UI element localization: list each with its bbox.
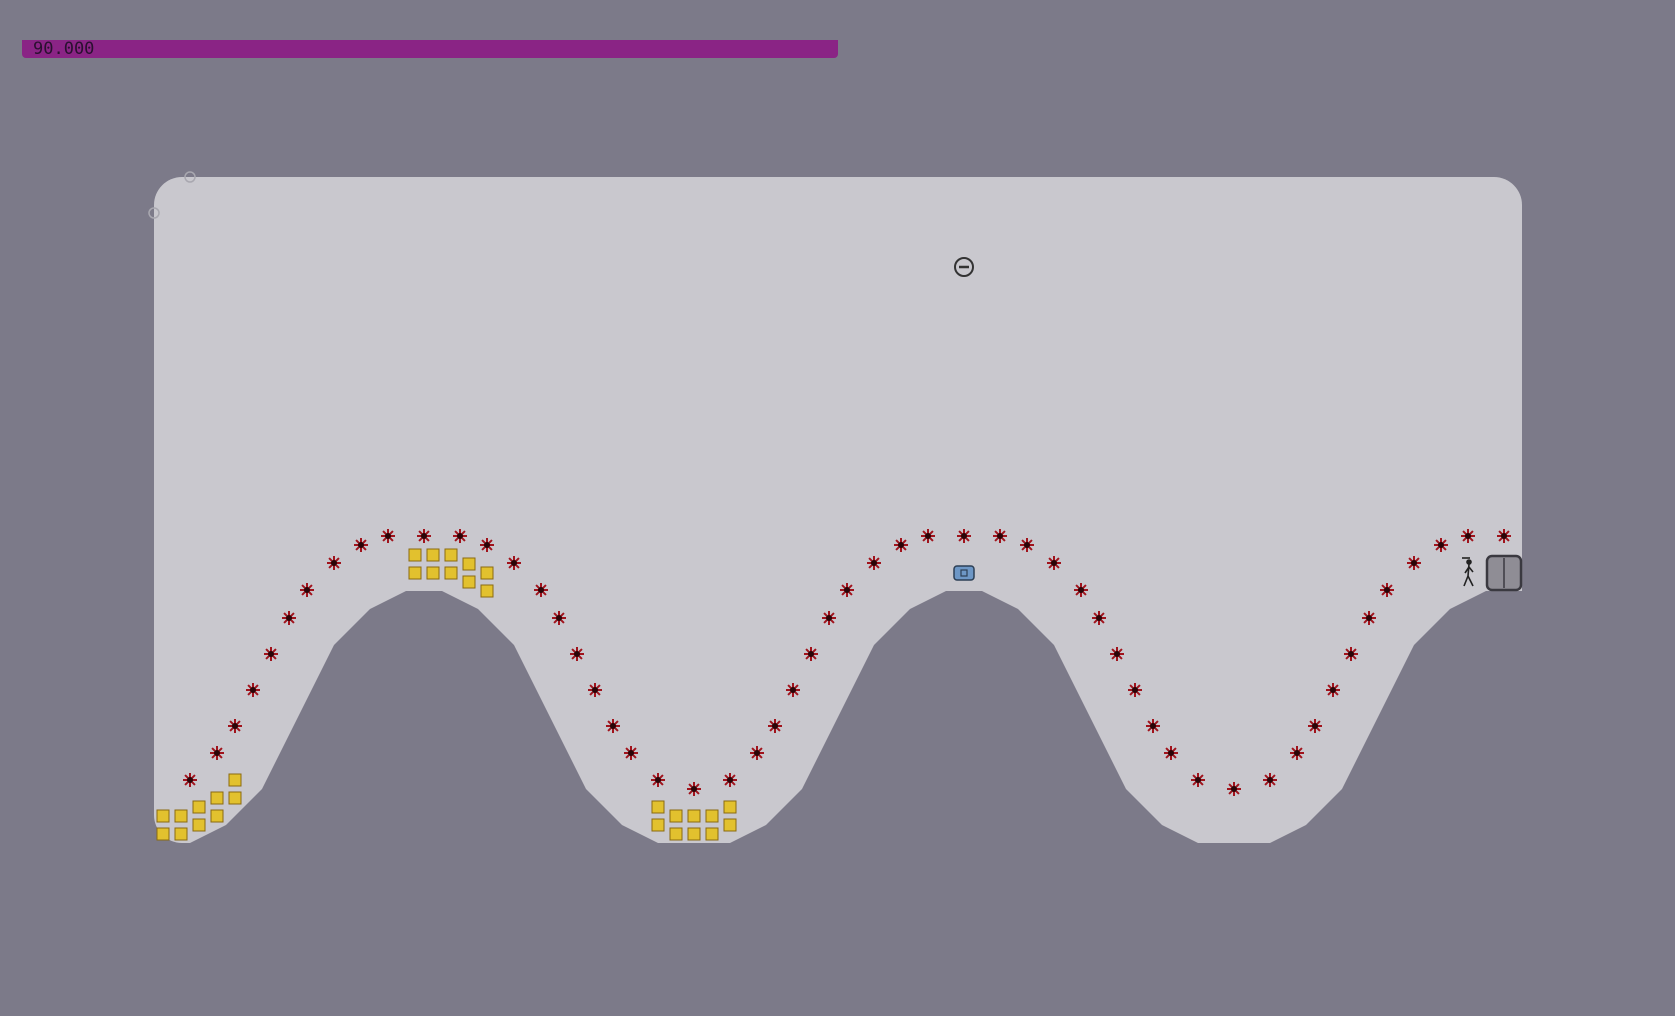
gold-icon <box>174 809 188 823</box>
mine-icon <box>957 529 971 543</box>
gold-icon <box>156 809 170 823</box>
gold-icon <box>723 800 737 814</box>
gold-icon <box>651 800 665 814</box>
mine-icon <box>750 746 764 760</box>
mine-icon <box>768 719 782 733</box>
mine-icon <box>507 556 521 570</box>
mine-icon <box>552 611 566 625</box>
mine-icon <box>534 583 548 597</box>
drone-icon <box>954 257 974 277</box>
gold-icon <box>480 566 494 580</box>
mine-icon <box>1191 773 1205 787</box>
mine-icon <box>1380 583 1394 597</box>
gold-icon <box>462 575 476 589</box>
gold-icon <box>426 548 440 562</box>
corner-marker-icon <box>148 207 160 219</box>
mine-icon <box>606 719 620 733</box>
mine-icon <box>417 529 431 543</box>
mine-icon <box>822 611 836 625</box>
gold-icon <box>156 827 170 841</box>
mine-icon <box>282 611 296 625</box>
mine-icon <box>723 773 737 787</box>
mine-icon <box>1263 773 1277 787</box>
gold-icon <box>408 548 422 562</box>
mine-icon <box>1047 556 1061 570</box>
gold-icon <box>228 791 242 805</box>
gold-icon <box>687 809 701 823</box>
gold-icon <box>723 818 737 832</box>
mine-icon <box>381 529 395 543</box>
mine-icon <box>228 719 242 733</box>
terrain <box>154 591 1522 850</box>
ninja-icon <box>1462 557 1474 587</box>
mine-icon <box>624 746 638 760</box>
mine-icon <box>867 556 881 570</box>
mine-icon <box>1497 529 1511 543</box>
mine-icon <box>894 538 908 552</box>
gold-icon <box>462 557 476 571</box>
gold-icon <box>705 809 719 823</box>
mine-icon <box>1074 583 1088 597</box>
mine-icon <box>588 683 602 697</box>
mine-icon <box>327 556 341 570</box>
mine-icon <box>1407 556 1421 570</box>
mine-icon <box>246 683 260 697</box>
mine-icon <box>1227 782 1241 796</box>
gold-icon <box>426 566 440 580</box>
gold-icon <box>480 584 494 598</box>
gold-icon <box>210 809 224 823</box>
gold-group <box>156 548 737 841</box>
gold-icon <box>705 827 719 841</box>
mine-icon <box>1308 719 1322 733</box>
mines-group <box>183 529 1511 796</box>
mine-icon <box>993 529 1007 543</box>
mine-icon <box>687 782 701 796</box>
mine-icon <box>1146 719 1160 733</box>
gold-icon <box>651 818 665 832</box>
corner-marker-icon <box>184 171 196 183</box>
gold-icon <box>444 548 458 562</box>
gold-icon <box>192 818 206 832</box>
gold-icon <box>174 827 188 841</box>
mine-icon <box>570 647 584 661</box>
gold-icon <box>669 827 683 841</box>
gold-icon <box>687 827 701 841</box>
gold-icon <box>210 791 224 805</box>
mine-icon <box>1110 647 1124 661</box>
mine-icon <box>354 538 368 552</box>
mine-icon <box>183 773 197 787</box>
mine-icon <box>1362 611 1376 625</box>
gold-icon <box>444 566 458 580</box>
exit-switch-icon <box>953 565 975 581</box>
gold-icon <box>228 773 242 787</box>
gold-icon <box>669 809 683 823</box>
mine-icon <box>786 683 800 697</box>
mine-icon <box>1092 611 1106 625</box>
mine-icon <box>1164 746 1178 760</box>
mine-icon <box>1344 647 1358 661</box>
mine-icon <box>480 538 494 552</box>
mine-icon <box>651 773 665 787</box>
mine-icon <box>921 529 935 543</box>
mine-icon <box>1461 529 1475 543</box>
exit-door-icon <box>1485 554 1523 592</box>
mine-icon <box>300 583 314 597</box>
mine-icon <box>840 583 854 597</box>
mine-icon <box>264 647 278 661</box>
mine-icon <box>1326 683 1340 697</box>
mine-icon <box>1434 538 1448 552</box>
timer-value: 90.000 <box>33 39 95 59</box>
mine-icon <box>210 746 224 760</box>
mine-icon <box>1290 746 1304 760</box>
mine-icon <box>1128 683 1142 697</box>
gold-icon <box>192 800 206 814</box>
mine-icon <box>453 529 467 543</box>
mine-icon <box>1020 538 1034 552</box>
gold-icon <box>408 566 422 580</box>
timer-bar: 90.000 <box>22 39 838 59</box>
mine-icon <box>804 647 818 661</box>
